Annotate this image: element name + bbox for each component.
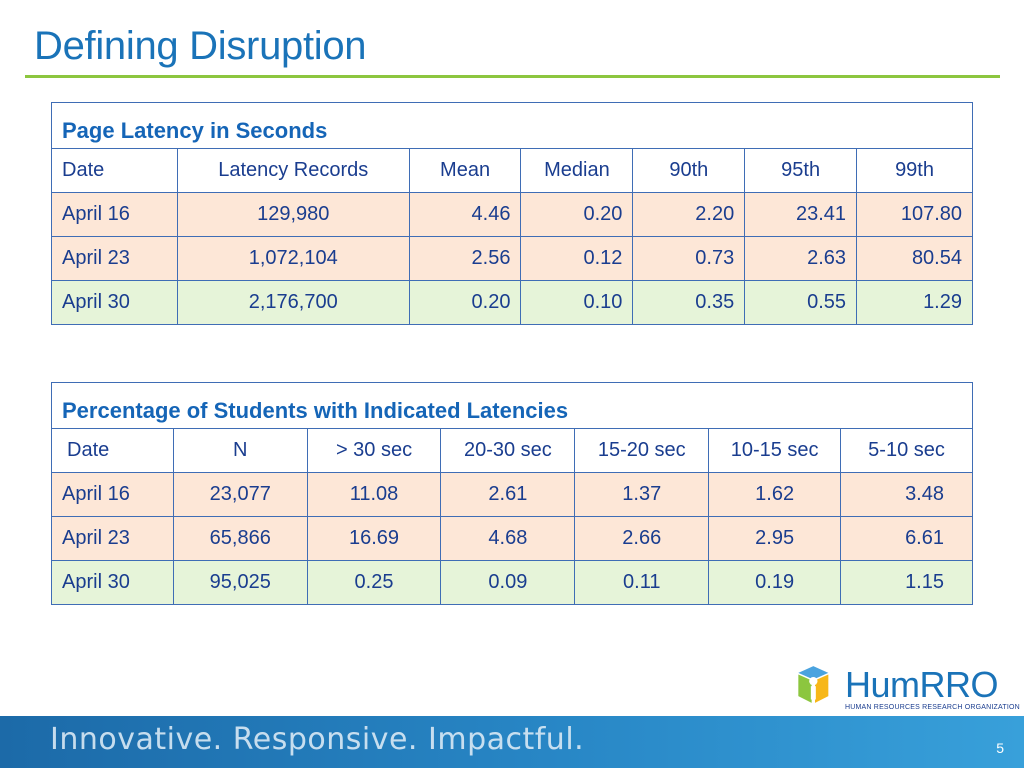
table-cell: 4.68 bbox=[440, 516, 576, 561]
column-header: 90th bbox=[632, 148, 746, 193]
table-cell: 0.35 bbox=[632, 280, 746, 325]
table-cell: April 16 bbox=[51, 472, 174, 517]
table-cell: April 23 bbox=[51, 516, 174, 561]
column-header: Median bbox=[520, 148, 634, 193]
table-cell: 1.37 bbox=[574, 472, 710, 517]
table-cell: 1.62 bbox=[708, 472, 842, 517]
logo-subtitle: HUMAN RESOURCES RESEARCH ORGANIZATION bbox=[845, 704, 1020, 711]
table-cell: 0.25 bbox=[306, 560, 442, 605]
table-caption: Percentage of Students with Indicated La… bbox=[51, 382, 973, 429]
table-header-row: Date Latency Records Mean Median 90th 95… bbox=[51, 148, 973, 193]
page-latency-table: Page Latency in Seconds Date Latency Rec… bbox=[51, 102, 973, 325]
column-header: 5-10 sec bbox=[840, 428, 973, 473]
table-cell: April 23 bbox=[51, 236, 178, 281]
table-cell: April 30 bbox=[51, 280, 178, 325]
table-cell: 16.69 bbox=[306, 516, 442, 561]
table-cell: 0.20 bbox=[408, 280, 522, 325]
table-cell: 1.15 bbox=[840, 560, 973, 605]
page-number: 5 bbox=[996, 740, 1004, 756]
column-header: 20-30 sec bbox=[440, 428, 576, 473]
table-cell: 0.19 bbox=[708, 560, 842, 605]
table-cell: 23,077 bbox=[172, 472, 308, 517]
table-cell: 2.61 bbox=[440, 472, 576, 517]
table-cell: 2.63 bbox=[744, 236, 858, 281]
table-row: April 23 65,866 16.69 4.68 2.66 2.95 6.6… bbox=[51, 516, 973, 561]
table-cell: 0.11 bbox=[574, 560, 710, 605]
table-cell: 1.29 bbox=[856, 280, 973, 325]
table-cell: 0.10 bbox=[520, 280, 634, 325]
table-cell: 95,025 bbox=[172, 560, 308, 605]
table-row: April 30 2,176,700 0.20 0.10 0.35 0.55 1… bbox=[51, 280, 973, 325]
column-header: N bbox=[172, 428, 308, 473]
table-cell: 0.12 bbox=[520, 236, 634, 281]
column-header: Date bbox=[51, 428, 174, 473]
table-cell: 2.95 bbox=[708, 516, 842, 561]
table-cell: 2.66 bbox=[574, 516, 710, 561]
column-header: 10-15 sec bbox=[708, 428, 842, 473]
table-cell: 4.46 bbox=[408, 192, 522, 237]
table-cell: April 16 bbox=[51, 192, 178, 237]
table-cell: 2.20 bbox=[632, 192, 746, 237]
footer-bar bbox=[0, 716, 1024, 768]
table-header-row: Date N > 30 sec 20-30 sec 15-20 sec 10-1… bbox=[51, 428, 973, 473]
logo-wordmark: HumRRO bbox=[845, 664, 999, 705]
table-cell: 2,176,700 bbox=[176, 280, 410, 325]
slide-title: Defining Disruption bbox=[34, 24, 367, 68]
table-cell: 11.08 bbox=[306, 472, 442, 517]
column-header: 99th bbox=[856, 148, 973, 193]
table-cell: 2.56 bbox=[408, 236, 522, 281]
table-row: April 16 23,077 11.08 2.61 1.37 1.62 3.4… bbox=[51, 472, 973, 517]
column-header: Date bbox=[51, 148, 178, 193]
table-cell: April 30 bbox=[51, 560, 174, 605]
table-row: April 16 129,980 4.46 0.20 2.20 23.41 10… bbox=[51, 192, 973, 237]
table-caption: Page Latency in Seconds bbox=[51, 102, 973, 149]
table-row: April 30 95,025 0.25 0.09 0.11 0.19 1.15 bbox=[51, 560, 973, 605]
table-cell: 0.09 bbox=[440, 560, 576, 605]
table-cell: 0.55 bbox=[744, 280, 858, 325]
table-cell: 6.61 bbox=[840, 516, 973, 561]
column-header: 15-20 sec bbox=[574, 428, 710, 473]
table-cell: 3.48 bbox=[840, 472, 973, 517]
student-latency-percentage-table: Percentage of Students with Indicated La… bbox=[51, 382, 973, 605]
column-header: Mean bbox=[408, 148, 522, 193]
table-cell: 23.41 bbox=[744, 192, 858, 237]
table-cell: 80.54 bbox=[856, 236, 973, 281]
table-cell: 0.20 bbox=[520, 192, 634, 237]
title-divider bbox=[25, 75, 1000, 78]
table-row: April 23 1,072,104 2.56 0.12 0.73 2.63 8… bbox=[51, 236, 973, 281]
column-header: > 30 sec bbox=[306, 428, 442, 473]
column-header: 95th bbox=[744, 148, 858, 193]
table-cell: 107.80 bbox=[856, 192, 973, 237]
humrro-logo-icon bbox=[798, 666, 829, 703]
table-cell: 65,866 bbox=[172, 516, 308, 561]
table-cell: 129,980 bbox=[176, 192, 410, 237]
table-cell: 0.73 bbox=[632, 236, 746, 281]
footer-tagline: Innovative. Responsive. Impactful. bbox=[50, 722, 585, 757]
column-header: Latency Records bbox=[176, 148, 410, 193]
table-cell: 1,072,104 bbox=[176, 236, 410, 281]
